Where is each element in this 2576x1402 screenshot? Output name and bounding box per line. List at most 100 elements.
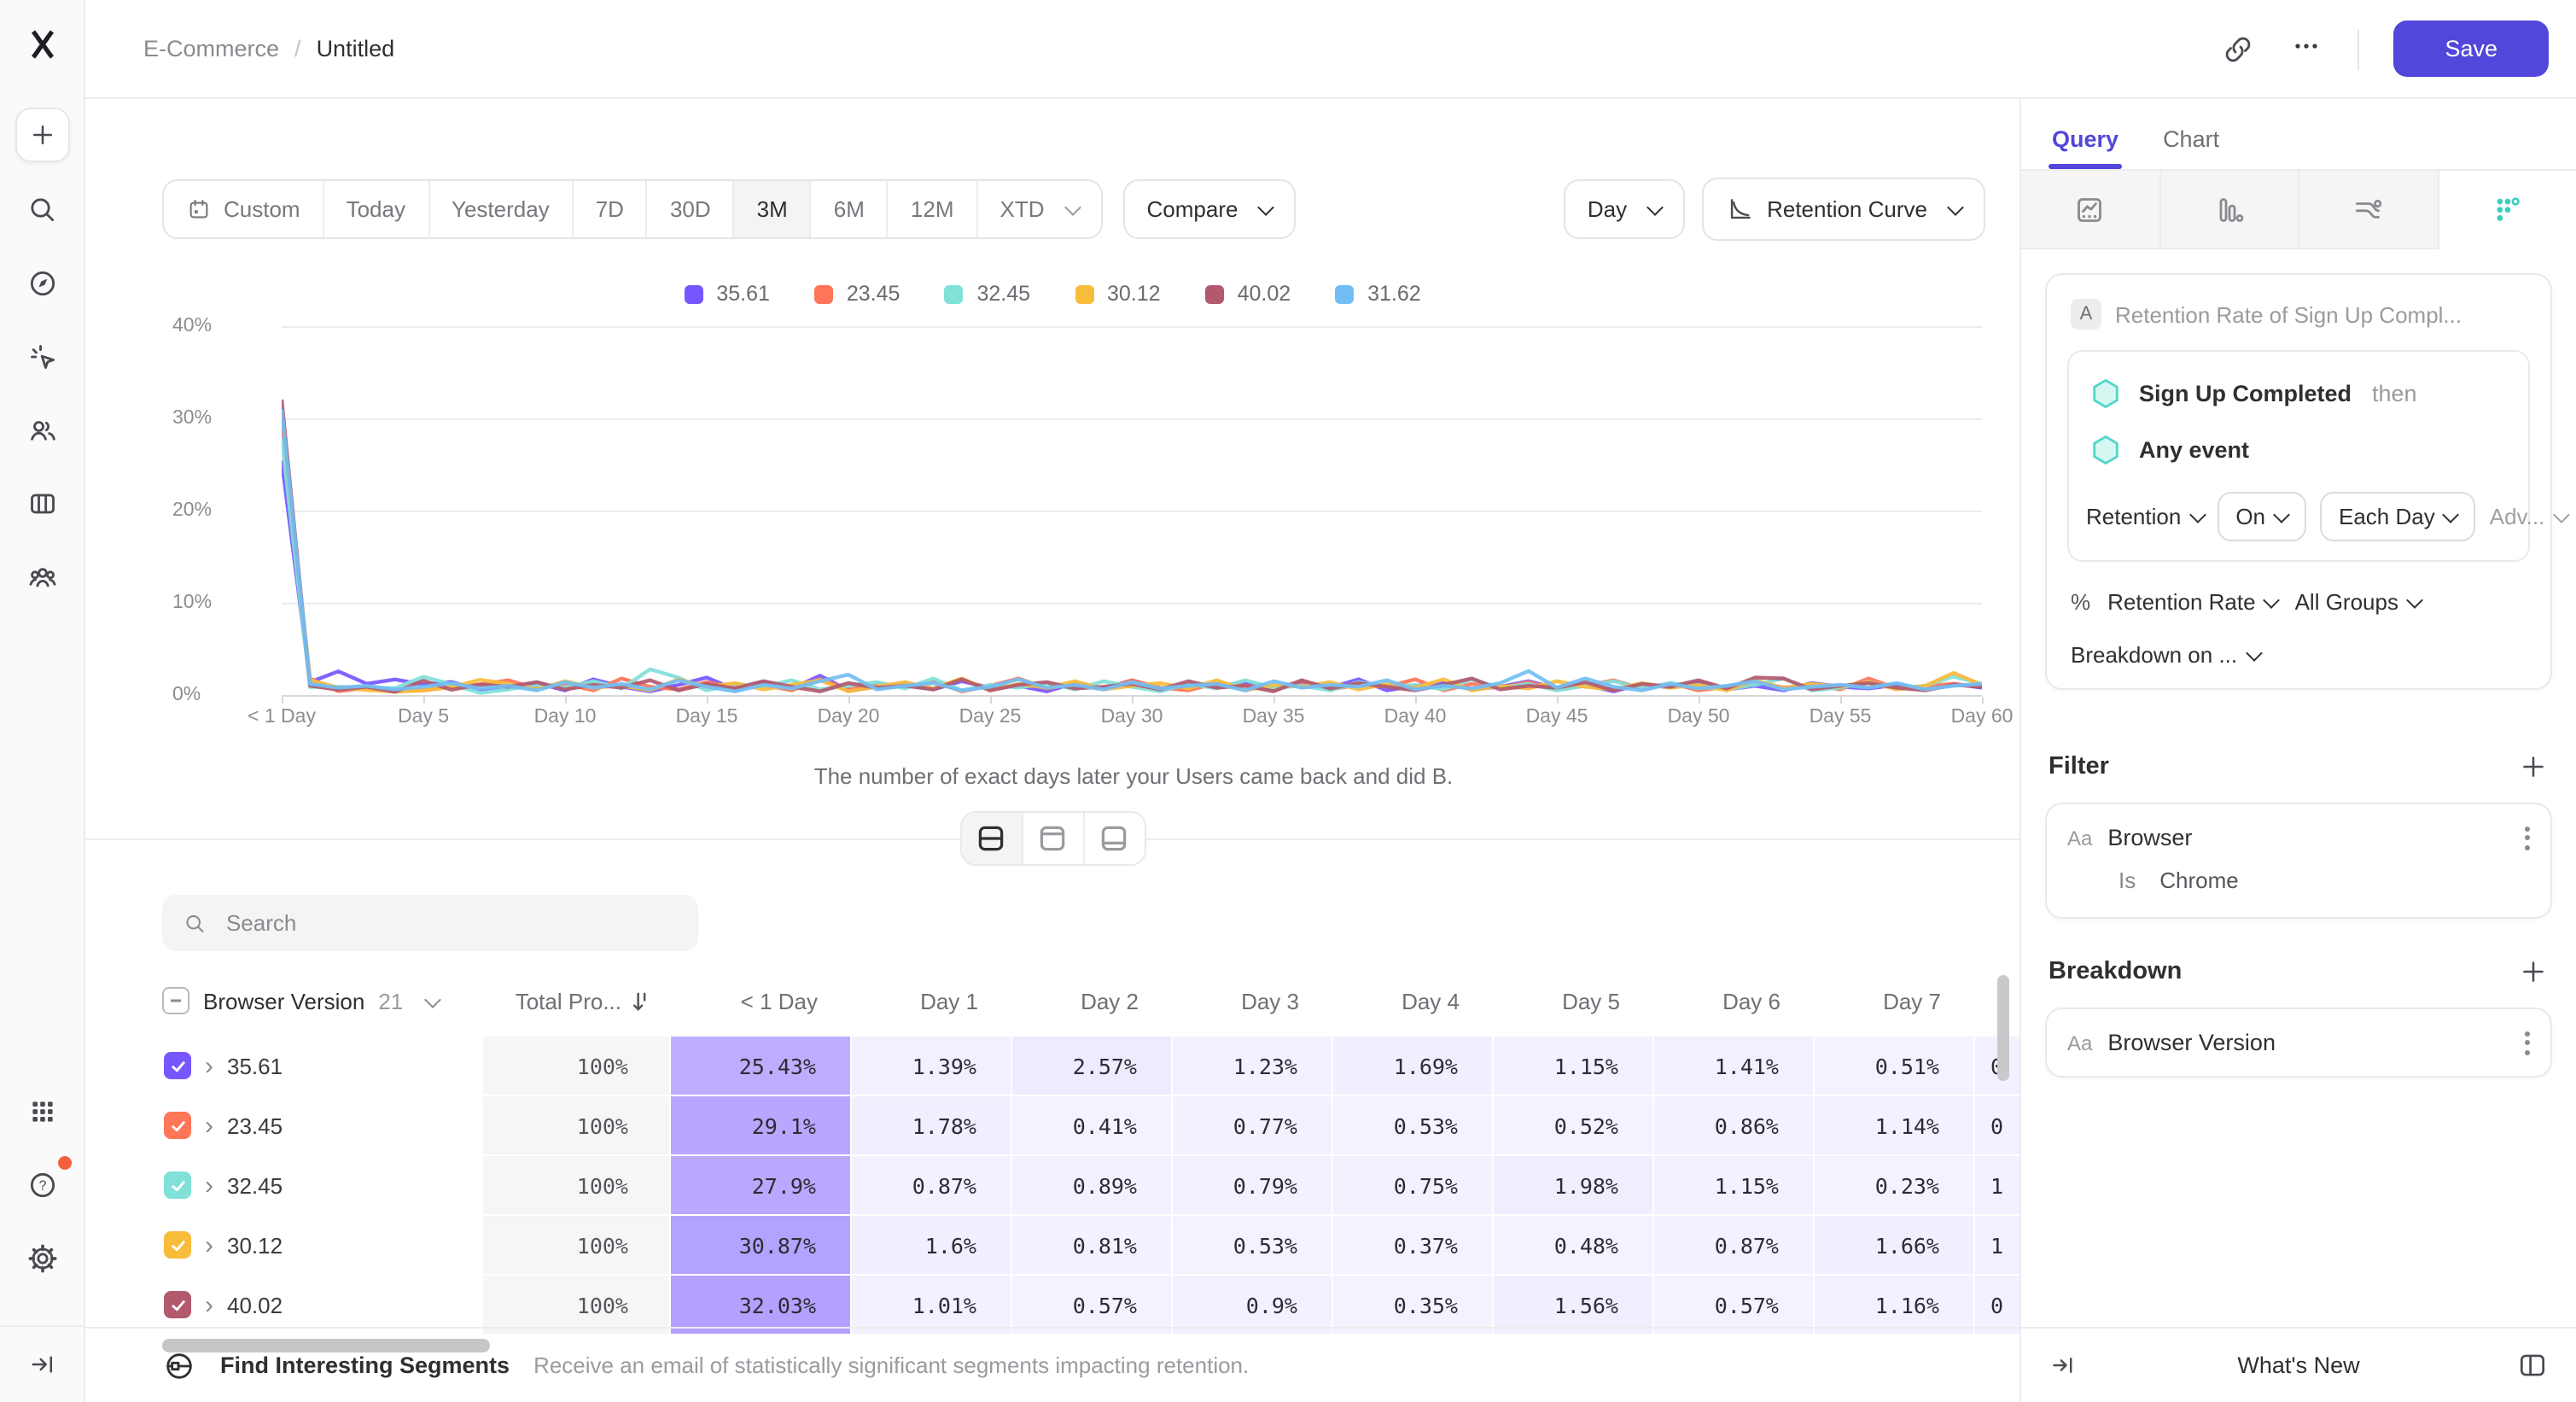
day-column-header[interactable]: Day 5: [1562, 988, 1620, 1014]
total-column-header[interactable]: Total Pro...: [483, 988, 671, 1014]
retention-value-cell[interactable]: 0.53%: [1173, 1216, 1333, 1274]
breadcrumb-project[interactable]: E-Commerce: [143, 36, 280, 61]
row-checkbox[interactable]: [164, 1231, 191, 1259]
retention-value-cell[interactable]: 1.16%: [1815, 1276, 1975, 1334]
retention-value-cell[interactable]: 0.37%: [1333, 1216, 1494, 1274]
report-type-retention[interactable]: [2439, 171, 2576, 249]
filter-operator[interactable]: Is: [2118, 867, 2136, 893]
toggle-panel-button[interactable]: [2516, 1349, 2549, 1382]
row-label[interactable]: 40.02: [227, 1292, 283, 1317]
create-new-button[interactable]: [15, 108, 69, 162]
cohorts-nav-button[interactable]: [16, 552, 67, 603]
retention-value-cell[interactable]: 0.48%: [1494, 1216, 1654, 1274]
legend-item[interactable]: 35.61: [684, 282, 770, 306]
legend-item[interactable]: 23.45: [813, 282, 900, 306]
whats-new-link[interactable]: What's New: [2237, 1352, 2360, 1378]
filter-card[interactable]: Aa Browser Is Chrome: [2045, 803, 2552, 919]
event-row-b[interactable]: Any event: [2089, 434, 2511, 466]
retention-value-cell[interactable]: 1.01%: [852, 1276, 1012, 1334]
retention-value-cell[interactable]: 1.23%: [1173, 1037, 1333, 1095]
layout-table-view-button[interactable]: [1084, 813, 1144, 864]
day-column-header[interactable]: Day 1: [920, 988, 978, 1014]
more-menu-button[interactable]: [2289, 29, 2323, 68]
apps-grid-button[interactable]: [16, 1086, 67, 1137]
retention-type-dropdown[interactable]: Retention: [2086, 504, 2206, 529]
retention-value-cell[interactable]: 0.87%: [852, 1156, 1012, 1214]
retention-value-cell[interactable]: 1.39%: [852, 1037, 1012, 1095]
row-expander[interactable]: ›: [205, 1230, 213, 1259]
tab-query[interactable]: Query: [2048, 126, 2123, 169]
day-column-header[interactable]: Day 2: [1081, 988, 1139, 1014]
retention-value-cell[interactable]: 0.23%: [1815, 1156, 1975, 1214]
day-column-header[interactable]: < 1 Day: [740, 988, 818, 1014]
retention-value-cell[interactable]: 1.66%: [1815, 1216, 1975, 1274]
select-all-checkbox[interactable]: [162, 987, 189, 1014]
retention-value-cell[interactable]: 32.03%: [671, 1276, 852, 1334]
explore-nav-button[interactable]: [16, 258, 67, 309]
retention-value-cell[interactable]: 1.14%: [1815, 1096, 1975, 1154]
date-range-6m[interactable]: 6M: [812, 181, 889, 237]
day-column-header[interactable]: Day 6: [1722, 988, 1780, 1014]
layout-split-view-button[interactable]: [961, 813, 1023, 864]
retention-value-cell[interactable]: 0.41%: [1012, 1096, 1173, 1154]
legend-item[interactable]: 40.02: [1204, 282, 1291, 306]
settings-button[interactable]: [16, 1233, 67, 1284]
signals-nav-button[interactable]: [16, 331, 67, 383]
retention-value-cell[interactable]: 0.51%: [1815, 1037, 1975, 1095]
retention-value-cell[interactable]: 1.15%: [1654, 1156, 1815, 1214]
day-column-header[interactable]: Day 7: [1883, 988, 1941, 1014]
retention-value-cell[interactable]: 0.57%: [1012, 1276, 1173, 1334]
collapse-panel-icon[interactable]: [2049, 1351, 2078, 1380]
date-range-xtd[interactable]: XTD: [978, 181, 1101, 237]
retention-value-cell[interactable]: 1.56%: [1494, 1276, 1654, 1334]
row-checkbox[interactable]: [164, 1291, 191, 1318]
breakdown-on-dropdown[interactable]: Breakdown on ...: [2071, 642, 2530, 668]
row-label[interactable]: 23.45: [227, 1113, 283, 1138]
legend-item[interactable]: 30.12: [1075, 282, 1161, 306]
retention-value-cell[interactable]: 25.43%: [671, 1037, 852, 1095]
query-title[interactable]: Retention Rate of Sign Up Compl...: [2115, 301, 2462, 327]
filter-value[interactable]: Chrome: [2159, 867, 2239, 893]
legend-item[interactable]: 32.45: [944, 282, 1030, 306]
date-range-7d[interactable]: 7D: [574, 181, 648, 237]
horizontal-scrollbar[interactable]: [162, 1339, 490, 1352]
date-range-30d[interactable]: 30D: [648, 181, 735, 237]
date-range-custom[interactable]: Custom: [164, 181, 324, 237]
day-column-header[interactable]: Day 3: [1241, 988, 1299, 1014]
retention-value-cell[interactable]: 0.9%: [1173, 1276, 1333, 1334]
measure-dropdown[interactable]: Retention Rate: [2107, 589, 2281, 615]
retention-value-cell[interactable]: 0.79%: [1173, 1156, 1333, 1214]
granularity-dropdown[interactable]: Day: [1563, 179, 1686, 239]
retention-value-cell[interactable]: 27.9%: [671, 1156, 852, 1214]
help-button[interactable]: ?: [16, 1156, 71, 1211]
mixpanel-logo-icon[interactable]: [21, 24, 62, 70]
retention-value-cell[interactable]: 0.52%: [1494, 1096, 1654, 1154]
retention-value-cell[interactable]: 1.78%: [852, 1096, 1012, 1154]
groups-dropdown[interactable]: All Groups: [2295, 589, 2423, 615]
row-expander[interactable]: ›: [205, 1051, 213, 1080]
group-column-header[interactable]: Browser Version 21: [162, 987, 483, 1014]
retention-value-cell[interactable]: 0.35%: [1333, 1276, 1494, 1334]
report-type-flows[interactable]: [2299, 171, 2439, 249]
retention-value-cell[interactable]: 30.87%: [671, 1216, 852, 1274]
report-type-insights[interactable]: [2021, 171, 2160, 249]
breakdown-kebab-menu[interactable]: [2525, 1031, 2530, 1054]
boards-nav-button[interactable]: [16, 478, 67, 529]
each-day-dropdown[interactable]: Each Day: [2320, 492, 2476, 541]
day-column-header[interactable]: Day 4: [1402, 988, 1460, 1014]
add-breakdown-button[interactable]: [2518, 956, 2549, 987]
layout-chart-view-button[interactable]: [1023, 813, 1084, 864]
retention-value-cell[interactable]: 0.89%: [1012, 1156, 1173, 1214]
chart-type-dropdown[interactable]: Retention Curve: [1702, 178, 1985, 241]
retention-value-cell[interactable]: 1.15%: [1494, 1037, 1654, 1095]
legend-item[interactable]: 31.62: [1335, 282, 1421, 306]
copy-link-button[interactable]: [2221, 32, 2255, 66]
retention-value-cell[interactable]: 0.87%: [1654, 1216, 1815, 1274]
retention-value-cell[interactable]: 29.1%: [671, 1096, 852, 1154]
retention-value-cell[interactable]: 1.69%: [1333, 1037, 1494, 1095]
row-label[interactable]: 32.45: [227, 1172, 283, 1198]
search-input[interactable]: [222, 908, 678, 938]
filter-kebab-menu[interactable]: [2525, 826, 2530, 850]
segments-title[interactable]: Find Interesting Segments: [220, 1352, 510, 1378]
retention-value-cell[interactable]: 1.41%: [1654, 1037, 1815, 1095]
